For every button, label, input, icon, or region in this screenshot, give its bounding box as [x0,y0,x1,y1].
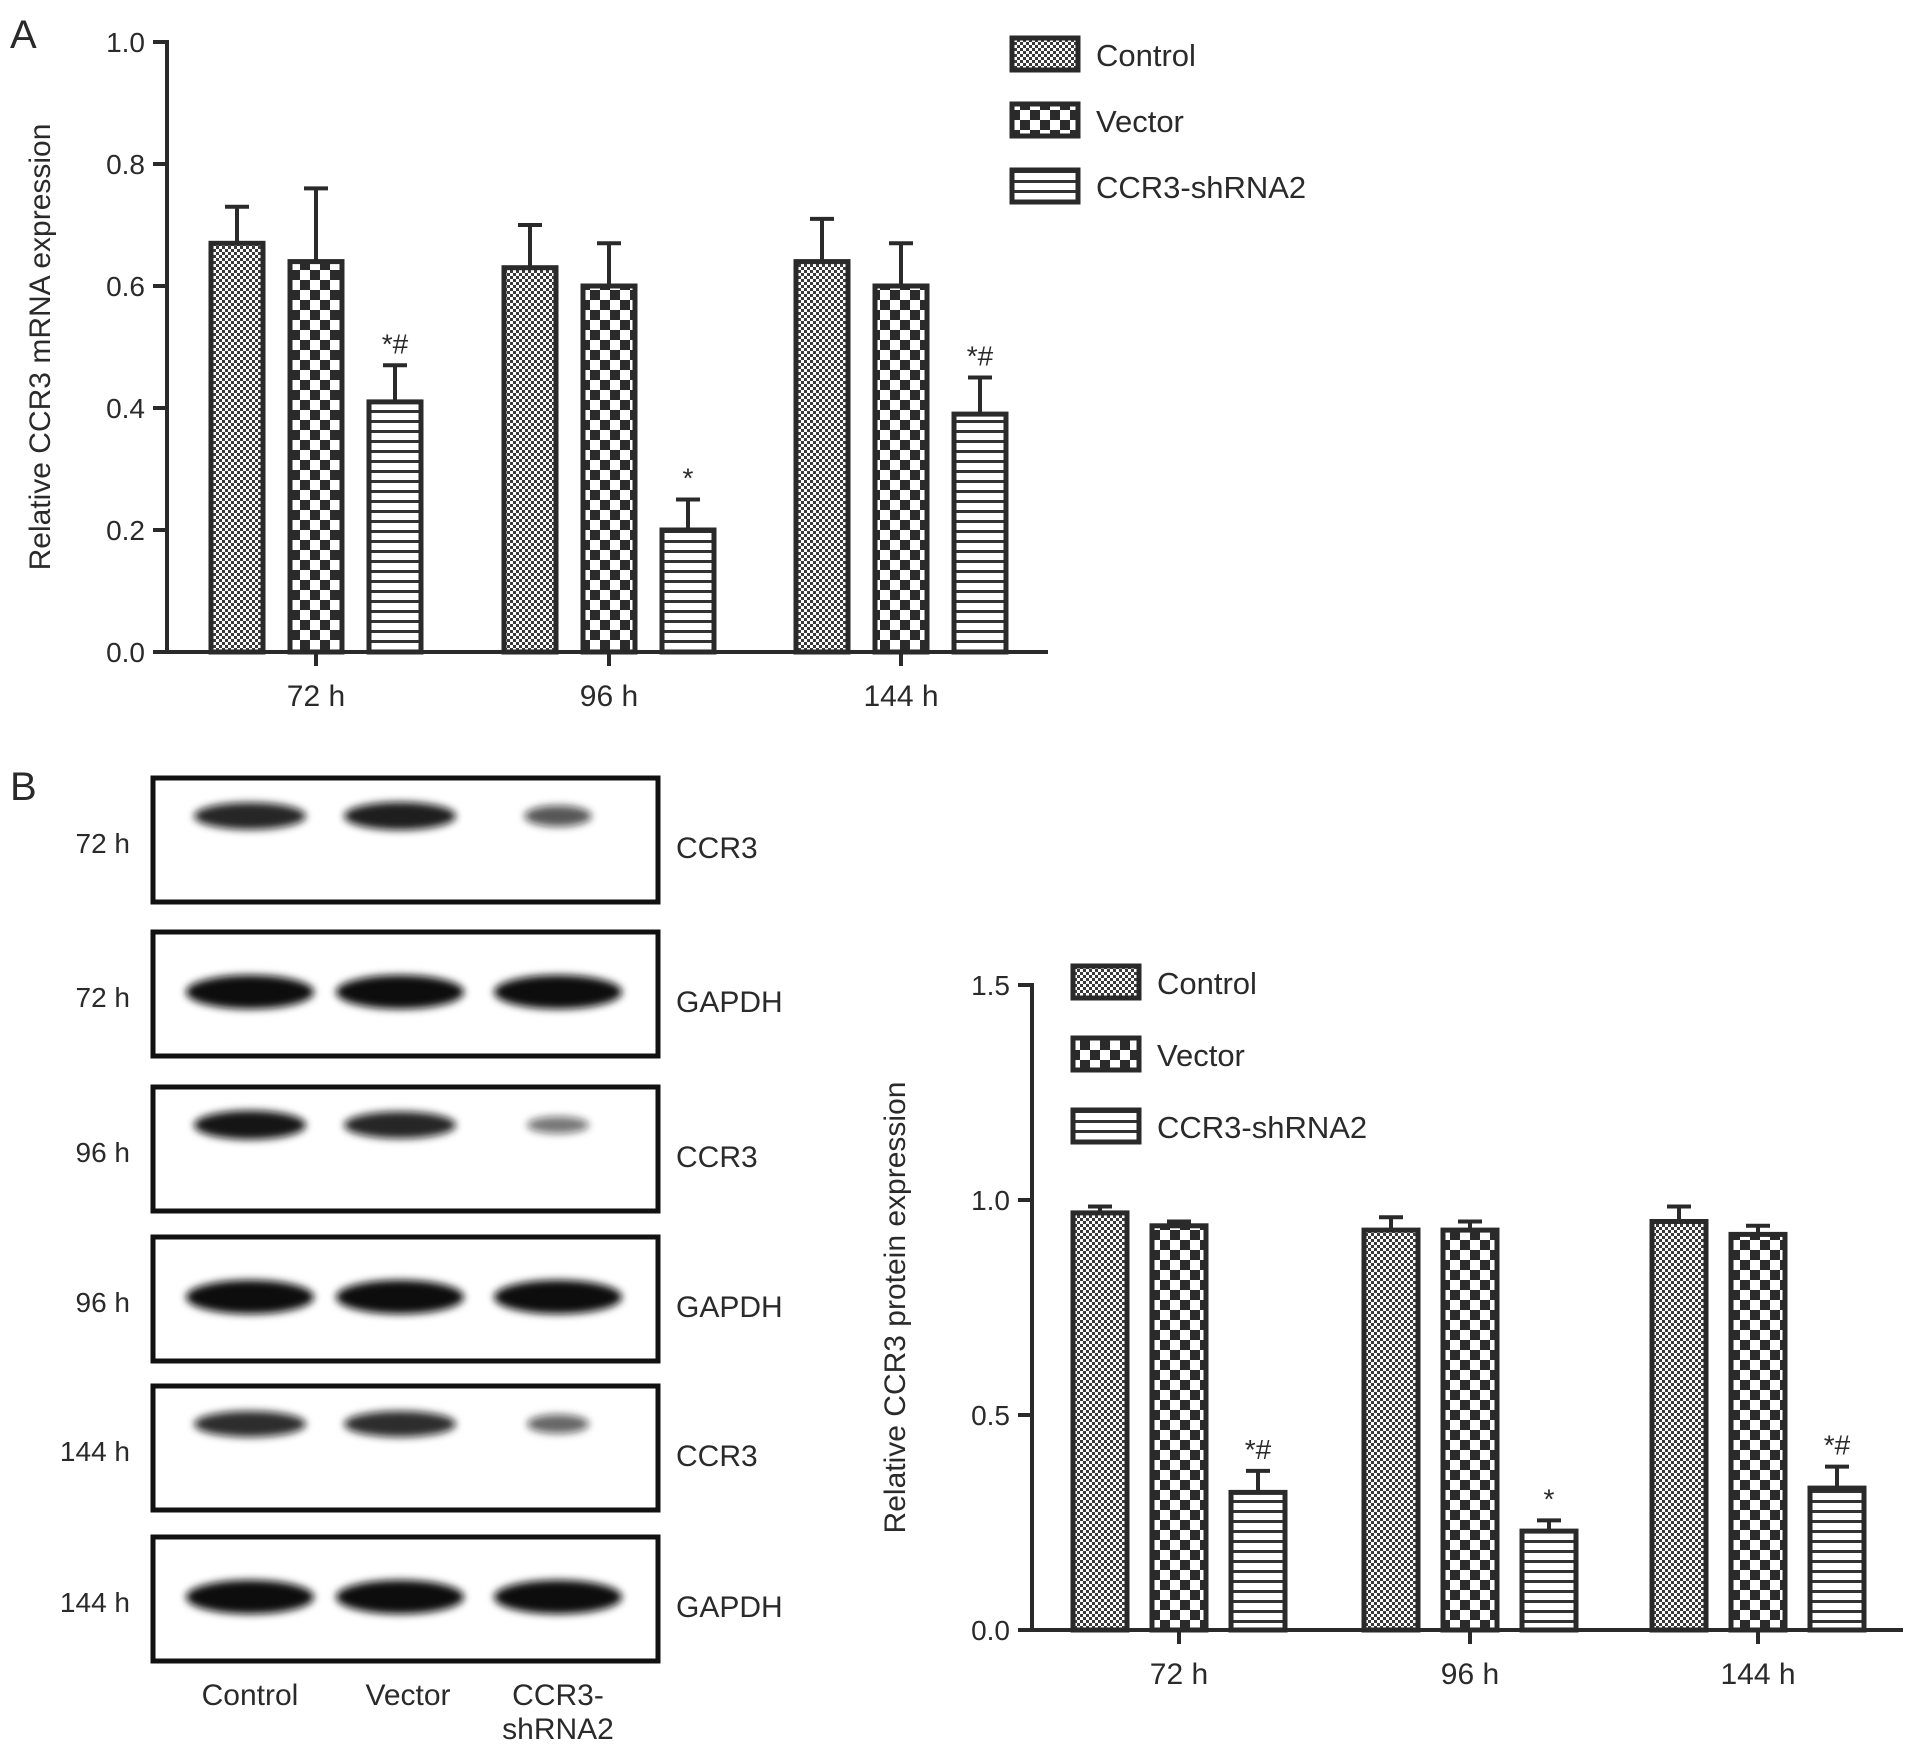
x-tick-label: 144 h [863,680,938,713]
bar [872,283,930,655]
blot-band [344,1411,456,1437]
bar [951,411,1009,655]
western-blot: 72 h CCR3 72 h GAPDH 96 h CCR3 96 h GAPDH 144 h C… [60,775,783,1746]
y-tick-label: 1.5 [971,970,1010,1001]
blot-band [194,802,306,830]
bar [1361,1227,1421,1633]
bar [1228,1489,1288,1633]
blot-lane-label: CCR3-shRNA2 [502,1679,614,1746]
blot-band [186,1580,314,1614]
bar [208,240,266,655]
blot-protein-label: CCR3 [676,1141,758,1174]
blot-protein-label: GAPDH [676,1291,783,1324]
legend-swatch [1070,963,1142,1001]
legend-label: Vector [1157,1038,1245,1073]
legend-label: CCR3-shRNA2 [1096,170,1306,205]
chart-mrna: Relative CCR3 mRNA expression 0.0 0.2 0.4 0.… [24,27,1306,713]
blot-lane-label: Control [202,1679,299,1712]
blot-time-label: 96 h [76,1137,131,1168]
x-tick-label: 72 h [287,680,345,713]
bar [1070,1210,1130,1633]
bar [1728,1231,1788,1633]
blot-band [344,802,456,830]
blot-band [194,1110,306,1140]
blot-time-label: 96 h [76,1287,131,1318]
y-tick-label: 0.0 [106,637,145,668]
blot-band [336,1280,464,1314]
legend-swatch [1009,167,1081,205]
y-tick-label: 0.0 [971,1615,1010,1646]
blot-band [494,1280,622,1314]
x-tick-label: 96 h [1441,1658,1499,1691]
y-tick-label: 1.0 [971,1185,1010,1216]
blot-panel [150,1383,661,1513]
legend-label: Control [1157,966,1257,1001]
bar [580,283,638,655]
y-tick-label: 0.8 [106,149,145,180]
blot-protein-label: GAPDH [676,1591,783,1624]
y-tick-label: 0.5 [971,1400,1010,1431]
blot-time-label: 144 h [60,1587,130,1618]
legend-label: Vector [1096,104,1184,139]
significance-label: *# [1824,1430,1851,1461]
legend-swatch [1070,1035,1142,1073]
blot-panel [150,775,661,905]
blot-band [527,1116,589,1134]
bar [1149,1223,1209,1633]
bar [793,259,851,655]
legend-swatch [1009,101,1081,139]
y-tick-label: 0.2 [106,515,145,546]
legend-swatch [1009,35,1081,73]
blot-band [186,1280,314,1314]
blot-protein-label: GAPDH [676,986,783,1019]
y-axis-label: Relative CCR3 mRNA expression [24,124,57,571]
x-tick-label: 72 h [1150,1658,1208,1691]
blot-panel [150,1084,661,1214]
bar [366,399,424,655]
blot-lane-label: Vector [365,1679,450,1712]
blot-protein-label: CCR3 [676,832,758,865]
bar [1649,1219,1709,1633]
blot-band [194,1411,306,1437]
blot-band [494,1580,622,1614]
bar [1807,1485,1867,1633]
legend-label: CCR3-shRNA2 [1157,1110,1367,1145]
y-tick-label: 1.0 [106,27,145,58]
bar [659,527,717,655]
blot-time-label: 72 h [76,828,131,859]
panel-letter-a: A [10,13,37,57]
bar [287,259,345,655]
bar [1440,1227,1500,1633]
x-tick-label: 96 h [580,680,638,713]
x-tick-label: 144 h [1720,1658,1795,1691]
bar [501,265,559,655]
y-tick-label: 0.4 [106,393,145,424]
bar [1519,1528,1579,1633]
legend-swatch [1070,1107,1142,1145]
blot-protein-label: CCR3 [676,1440,758,1473]
significance-label: *# [1245,1434,1272,1465]
legend-label: Control [1096,38,1196,73]
blot-band [344,1111,456,1139]
blot-time-label: 144 h [60,1436,130,1467]
blot-time-label: 72 h [76,982,131,1013]
significance-label: * [1544,1483,1555,1514]
significance-label: *# [967,341,994,372]
blot-band [336,1580,464,1614]
significance-label: *# [382,328,409,359]
panel-letter-b: B [10,765,37,809]
blot-band [494,975,622,1009]
blot-band [527,1414,589,1434]
blot-band [336,975,464,1009]
significance-label: * [683,463,694,494]
y-tick-label: 0.6 [106,271,145,302]
blot-band [186,975,314,1009]
blot-band [524,805,592,827]
y-axis-label: Relative CCR3 protein expression [879,1082,912,1534]
chart-protein: Relative CCR3 protein expression 0.0 0.5 1.… [879,963,1903,1691]
